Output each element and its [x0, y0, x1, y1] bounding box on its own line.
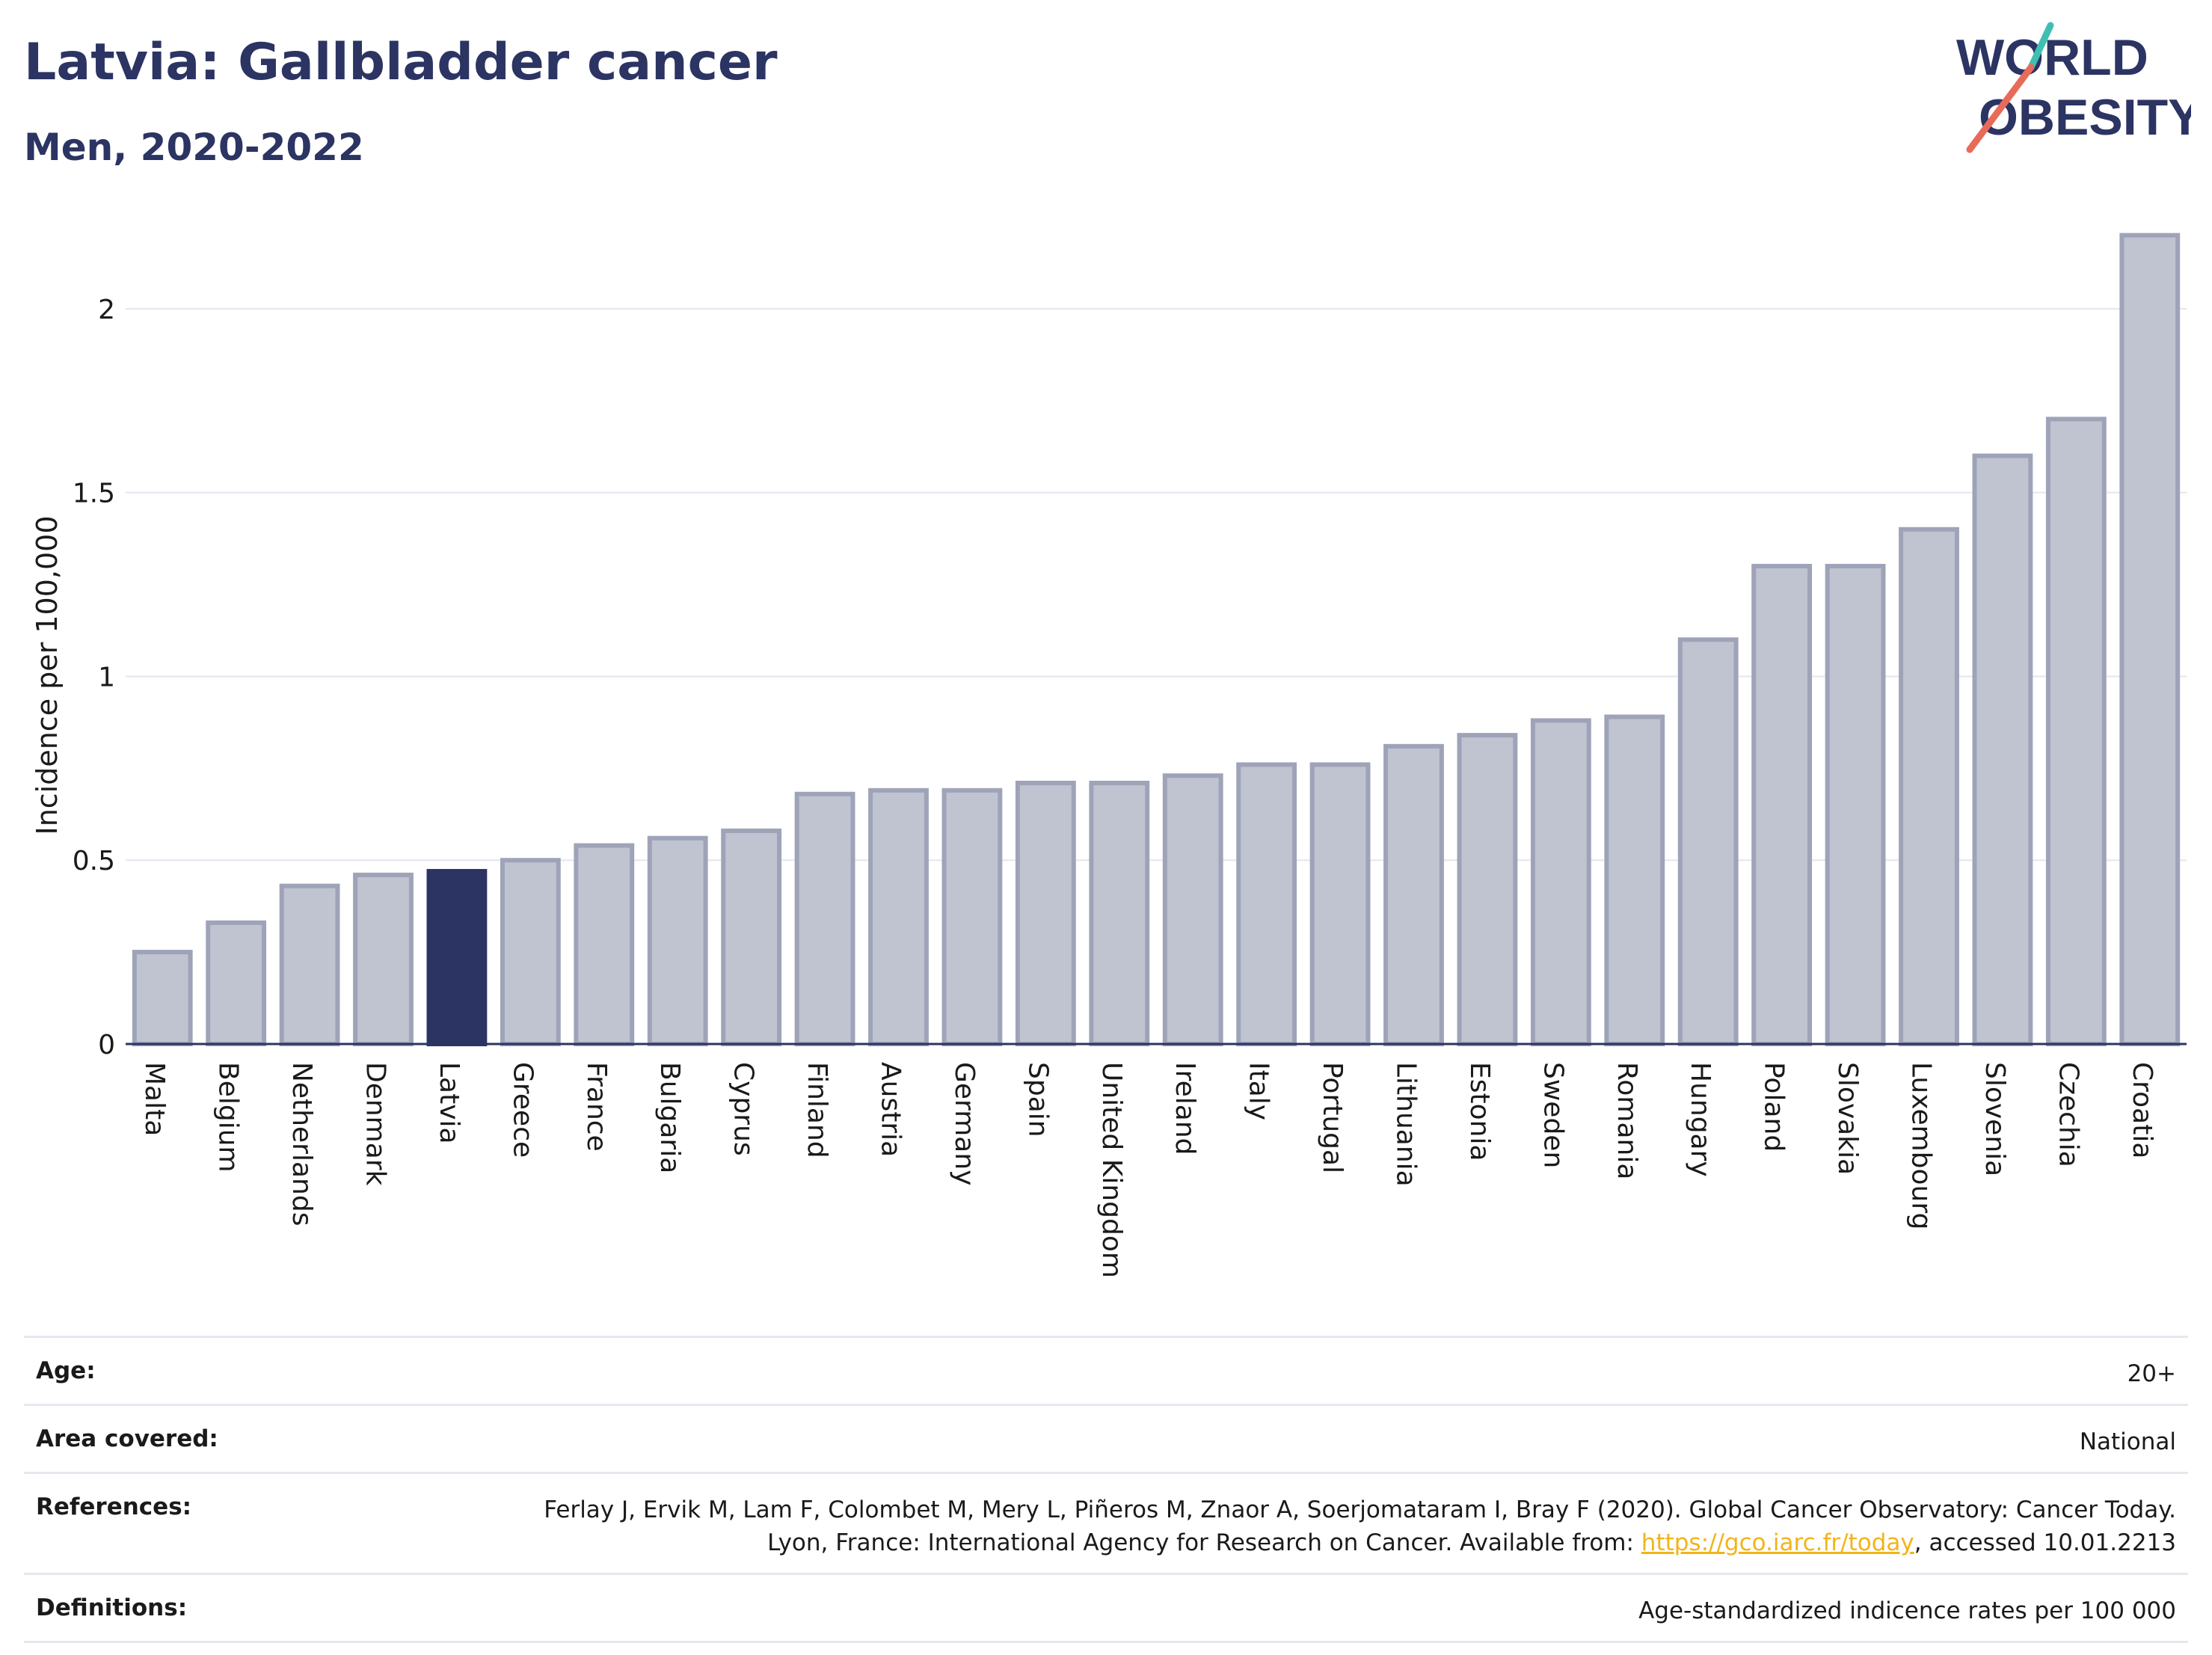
x-tick-label: Denmark [360, 1062, 391, 1186]
y-tick-label: 2 [98, 295, 115, 325]
bar-sweden [1530, 718, 1591, 1046]
bar-belgium [206, 920, 267, 1046]
area-label: Area covered: [36, 1425, 218, 1452]
bar-ireland [1162, 773, 1223, 1046]
y-tick-labels: 0 0.5 1 1.5 2 [73, 295, 115, 1060]
chart-subtitle: Men, 2020-2022 [24, 126, 364, 169]
bar-finland [794, 791, 855, 1046]
x-tick-label: Estonia [1464, 1062, 1495, 1161]
bar-lithuania [1383, 743, 1444, 1047]
x-tick-label: Malta [139, 1062, 170, 1136]
bar-latvia [426, 868, 488, 1046]
bar-slovenia [1972, 453, 2033, 1046]
bar-poland [1751, 563, 1813, 1046]
bar-cyprus [721, 828, 782, 1047]
references-value: Ferlay J, Ervik M, Lam F, Colombet M, Me… [494, 1493, 2176, 1559]
references-text-start: Ferlay J, Ervik M, Lam F, Colombet M, Me… [544, 1496, 2176, 1556]
x-tick-label: Greece [507, 1062, 538, 1158]
y-tick-label: 0 [98, 1030, 115, 1060]
logo-text-world: WORLD [1956, 29, 2148, 86]
info-row-area: Area covered: National [24, 1404, 2188, 1472]
x-tick-label: Belgium [213, 1062, 244, 1173]
bar-italy [1236, 762, 1297, 1046]
bar-austria [868, 787, 929, 1046]
x-tick-label: Italy [1244, 1062, 1274, 1120]
info-table: Age: 20+ Area covered: National Referenc… [24, 1336, 2188, 1643]
references-label: References: [36, 1493, 192, 1520]
age-label: Age: [36, 1357, 96, 1384]
y-tick-label: 1 [98, 662, 115, 693]
bar-portugal [1309, 762, 1371, 1046]
bar-netherlands [279, 883, 340, 1046]
definitions-label: Definitions: [36, 1594, 188, 1621]
x-tick-label: Croatia [2127, 1062, 2157, 1158]
x-tick-label: Slovenia [1979, 1062, 2010, 1176]
x-tick-label: Czechia [2053, 1062, 2083, 1167]
logo-slash-teal [2027, 22, 2054, 71]
bar-czechia [2045, 417, 2107, 1046]
bar-france [574, 843, 635, 1047]
bar-romania [1604, 714, 1665, 1046]
x-tick-labels: Malta Belgium Netherlands Denmark Latvia Gree… [139, 1062, 2157, 1278]
bar-united-kingdom [1089, 780, 1150, 1047]
x-tick-label: France [581, 1062, 612, 1152]
x-tick-label: Spain [1022, 1062, 1053, 1137]
x-tick-label: Portugal [1317, 1062, 1348, 1173]
x-tick-label: Finland [802, 1062, 832, 1158]
y-axis-label: Incidence per 100,000 [31, 515, 64, 835]
bar-denmark [353, 872, 414, 1046]
definitions-value: Age-standardized indicence rates per 100… [1638, 1597, 2176, 1624]
bar-hungary [1677, 637, 1739, 1046]
x-tick-label: Bulgaria [654, 1062, 685, 1173]
logo-text-obesity: OBESITY [1979, 89, 2191, 146]
bar-malta [132, 950, 193, 1046]
references-link[interactable]: https://gco.iarc.fr/today [1641, 1529, 1914, 1556]
x-tick-label: Lithuania [1391, 1062, 1422, 1187]
bar-greece [500, 858, 561, 1046]
bar-croatia [2119, 233, 2181, 1047]
bar-germany [941, 787, 1003, 1046]
bar-estonia [1457, 733, 1518, 1046]
x-tick-label: Ireland [1170, 1062, 1200, 1155]
bar-luxembourg [1899, 526, 1959, 1046]
x-tick-label: Latvia [434, 1062, 464, 1144]
x-tick-label: United Kingdom [1096, 1062, 1127, 1278]
x-tick-label: Romania [1612, 1062, 1642, 1179]
bar-chart: 0 0.5 1 1.5 2 Malta Belgium Netherlands Denmark… [31, 233, 2187, 1278]
x-tick-label: Poland [1759, 1062, 1789, 1152]
x-tick-label: Sweden [1537, 1062, 1568, 1168]
info-row-age: Age: 20+ [24, 1336, 2188, 1404]
logo-slash-coral [1966, 64, 2035, 153]
info-row-definitions: Definitions: Age-standardized indicence … [24, 1573, 2188, 1643]
bar-spain [1015, 780, 1076, 1047]
chart-title: Latvia: Gallbladder cancer [24, 33, 778, 92]
x-tick-label: Netherlands [286, 1062, 317, 1226]
x-tick-label: Austria [876, 1062, 906, 1157]
x-tick-label: Hungary [1685, 1062, 1715, 1177]
x-tick-label: Cyprus [728, 1062, 759, 1156]
bar-slovakia [1825, 563, 1886, 1046]
y-tick-label: 0.5 [73, 846, 115, 876]
y-tick-label: 1.5 [73, 479, 115, 509]
bars [132, 233, 2181, 1047]
age-value: 20+ [2127, 1360, 2176, 1387]
info-row-references: References: Ferlay J, Ervik M, Lam F, Co… [24, 1472, 2188, 1573]
x-tick-label: Germany [949, 1062, 980, 1185]
x-tick-label: Luxembourg [1906, 1062, 1937, 1229]
bar-bulgaria [647, 835, 708, 1046]
references-text-end: , accessed 10.01.2213 [1914, 1529, 2176, 1556]
world-obesity-logo: WORLD OBESITY [1956, 22, 2191, 153]
area-value: National [2079, 1428, 2176, 1455]
x-tick-label: Slovakia [1832, 1062, 1863, 1175]
